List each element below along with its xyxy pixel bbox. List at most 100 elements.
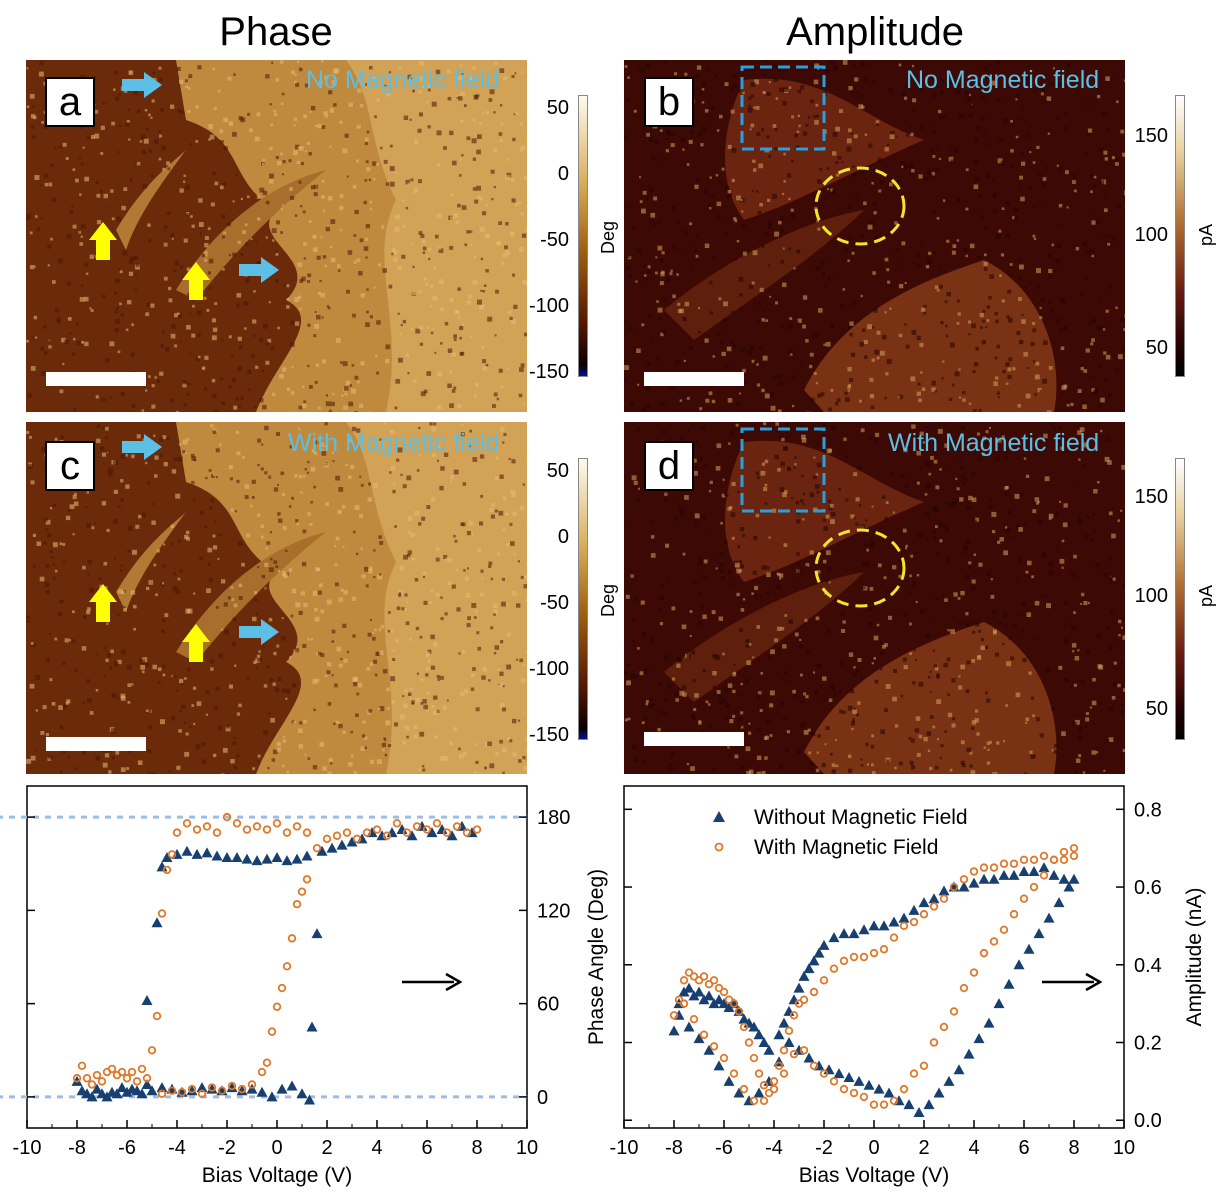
data-point-without-field	[793, 982, 805, 993]
data-point-with-field	[97, 1077, 107, 1086]
data-point-with-field	[422, 825, 432, 834]
data-point-without-field	[231, 852, 243, 863]
data-point-with-field	[1039, 871, 1049, 880]
field-label-b: No Magnetic field	[906, 66, 1100, 94]
data-point-without-field	[1018, 866, 1030, 876]
data-point-with-field	[152, 1011, 162, 1021]
data-point-with-field	[849, 952, 859, 962]
phase-cbar-unit: Deg	[598, 583, 618, 617]
data-point-with-field	[202, 822, 212, 831]
data-point-with-field	[999, 925, 1009, 934]
x-tick-label: -2	[218, 1137, 236, 1159]
data-point-with-field	[287, 934, 297, 943]
blue-arrow-icon	[122, 72, 162, 98]
afm-image-a	[26, 60, 527, 412]
data-point-without-field	[116, 1082, 128, 1093]
yellow-arrow-icon	[182, 262, 210, 300]
dashed-circle	[814, 166, 906, 246]
data-point-with-field	[869, 1100, 879, 1109]
data-point-with-field	[182, 819, 192, 828]
chart-f-amplitude-loop: -10 -8 -6 -4 -2 0 2 4 6 8 10 0.0 0.2 0.4 0.6 0.8 Bias Vo…	[610, 785, 1206, 1187]
afm-texture	[26, 422, 527, 774]
dashed-box	[740, 65, 826, 151]
data-point-with-field	[909, 917, 919, 927]
field-label-a: No Magnetic field	[306, 66, 500, 94]
data-point-with-field	[222, 812, 232, 822]
yellow-arrow-icon	[89, 584, 117, 622]
data-point-without-field	[201, 847, 213, 858]
data-point-without-field	[933, 1087, 945, 1098]
data-point-with-field	[217, 1086, 227, 1095]
field-label-d: With Magnetic field	[888, 429, 1100, 457]
data-point-without-field	[211, 850, 223, 861]
data-point-without-field	[968, 877, 980, 888]
data-point-without-field	[813, 947, 825, 958]
amp-cbar-unit: pA	[1196, 223, 1216, 246]
data-point-with-field	[969, 867, 979, 876]
data-point-without-field	[1063, 881, 1075, 892]
amp-cbar-tick: 100	[1134, 585, 1168, 607]
data-point-with-field	[372, 825, 382, 834]
blue-arrow-icon	[239, 257, 279, 283]
data-point-with-field	[282, 828, 292, 837]
data-point-without-field	[316, 845, 328, 856]
data-point-without-field	[236, 1085, 248, 1096]
data-point-with-field	[889, 1096, 899, 1105]
data-point-without-field	[251, 855, 263, 866]
data-point-with-field	[297, 887, 307, 896]
data-point-with-field	[744, 1038, 754, 1047]
data-point-with-field	[749, 1096, 759, 1105]
phase-cbar-tick: -150	[528, 724, 569, 746]
data-point-with-field	[709, 1042, 719, 1051]
data-point-with-field	[769, 1084, 779, 1094]
data-point-without-field	[1038, 862, 1050, 873]
data-point-without-field	[708, 998, 720, 1009]
data-point-with-field	[187, 1084, 197, 1094]
data-point-without-field	[683, 982, 695, 993]
legend-label: With Magnetic Field	[754, 836, 938, 859]
data-point-without-field	[406, 830, 418, 841]
phase-cbar-tick: -100	[528, 295, 569, 317]
data-point-without-field	[146, 1085, 158, 1096]
data-point-with-field	[669, 1011, 679, 1020]
data-point-without-field	[758, 1037, 770, 1047]
data-point-without-field	[818, 939, 830, 950]
data-point-without-field	[973, 1033, 985, 1044]
x-tick-label: 2	[321, 1137, 332, 1159]
data-point-with-field	[674, 995, 684, 1004]
amp-cbar-unit: pA	[1196, 584, 1216, 607]
data-point-without-field	[91, 1083, 103, 1094]
phase-cbar-tick: 0	[557, 163, 569, 185]
data-point-with-field	[919, 1061, 929, 1071]
data-point-with-field	[689, 1014, 699, 1024]
data-point-with-field	[999, 859, 1009, 868]
data-point-with-field	[277, 983, 287, 993]
data-point-without-field	[718, 998, 730, 1009]
data-point-without-field	[798, 970, 810, 981]
x-tick-label: -10	[610, 1137, 639, 1159]
data-point-with-field	[929, 1038, 939, 1047]
data-point-with-field	[794, 999, 804, 1008]
data-point-with-field	[1039, 851, 1049, 861]
data-point-without-field	[783, 1037, 795, 1047]
x-tick-label: 10	[516, 1137, 538, 1159]
x-axis-label: Bias Voltage (V)	[799, 1164, 950, 1187]
data-point-without-field	[136, 1088, 148, 1099]
data-point-without-field	[868, 920, 880, 931]
data-point-without-field	[271, 852, 283, 863]
data-point-with-field	[92, 1070, 102, 1080]
data-point-with-field	[879, 945, 889, 954]
data-point-with-field	[939, 1022, 949, 1032]
data-point-with-field	[362, 828, 372, 837]
data-point-without-field	[156, 1082, 168, 1093]
data-point-without-field	[828, 932, 840, 943]
data-point-without-field	[918, 897, 930, 908]
phase-cbar-tick: -50	[540, 229, 569, 251]
afm-texture	[624, 422, 1125, 774]
data-point-with-field	[117, 1067, 127, 1077]
data-point-with-field	[859, 952, 869, 962]
data-point-without-field	[426, 827, 438, 838]
y-tick-label: 0.4	[1134, 955, 1162, 977]
data-point-without-field	[908, 904, 920, 915]
x-tick-label: -8	[68, 1137, 86, 1159]
